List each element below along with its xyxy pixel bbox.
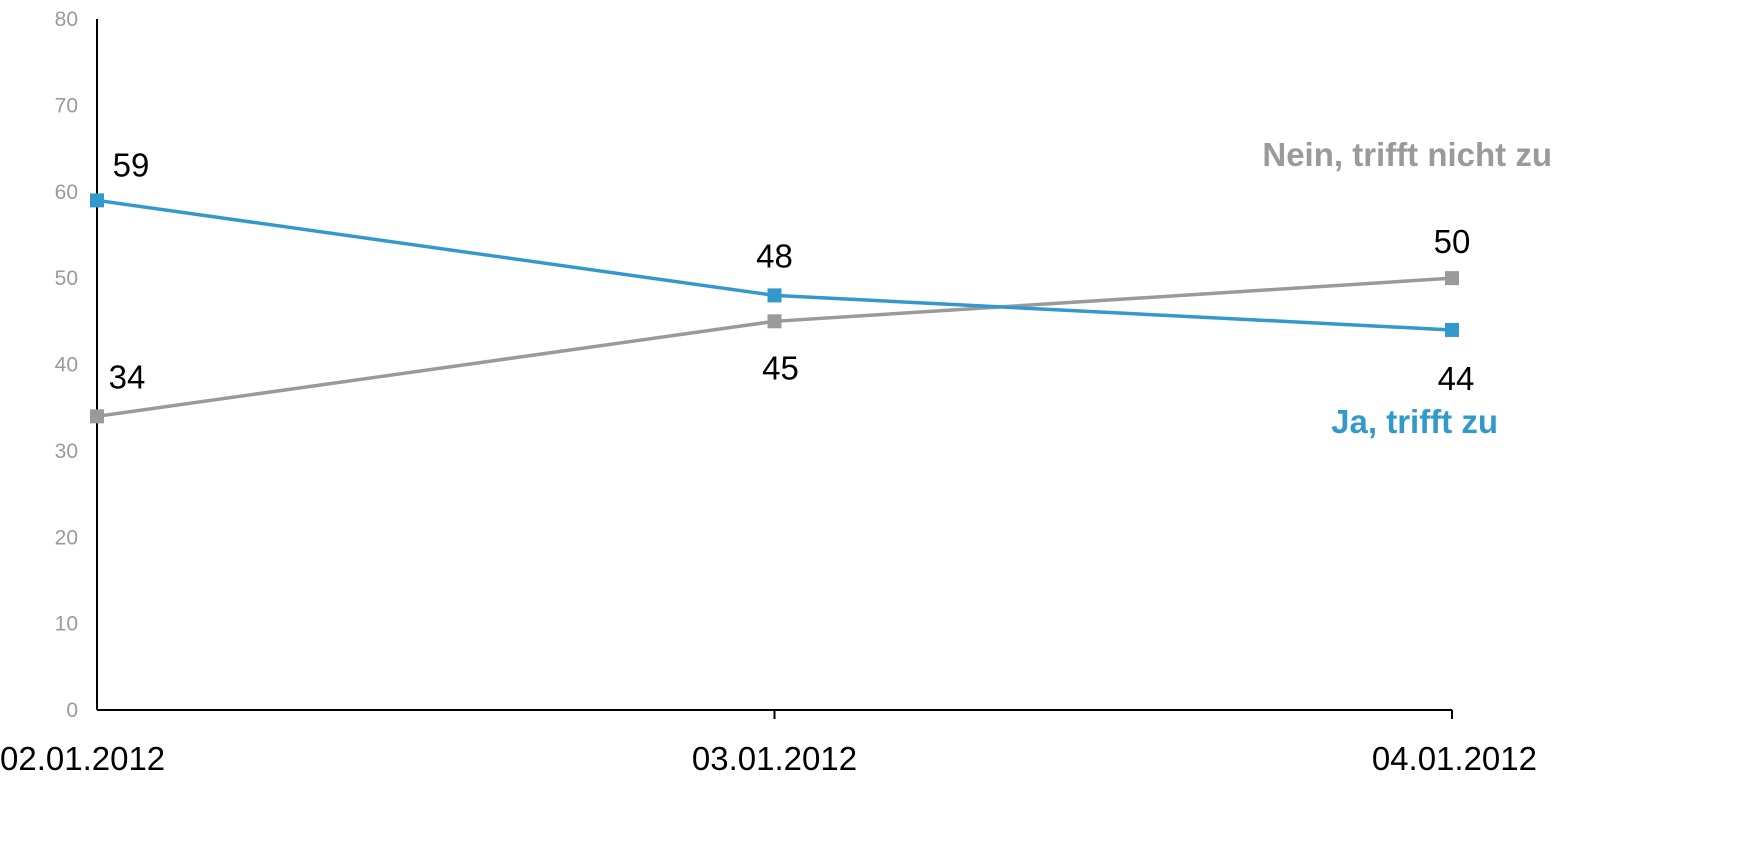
data-label: 44 [1438,360,1475,397]
x-tick-label: 02.01.2012 [0,740,165,777]
y-tick-label: 70 [55,94,78,117]
data-label: 45 [762,349,799,386]
series-name-label: Nein, trifft nicht zu [1262,136,1552,173]
data-label: 59 [113,146,150,183]
y-tick-label: 10 [55,613,78,636]
data-point-marker [90,409,104,424]
y-tick-label: 50 [55,267,78,290]
label-layer: 59 48 44 34 45 50 Ja, trifft zu Nein, trifft ni… [109,136,1552,440]
y-tick-label: 80 [55,8,78,31]
data-point-marker [767,288,782,303]
series-name-label: Ja, trifft zu [1331,403,1498,440]
y-axis-ticks: 0 10 20 30 40 50 60 70 80 [55,8,78,722]
data-point-marker [1445,271,1459,286]
data-label: 34 [109,358,146,395]
data-point-marker [90,193,104,208]
x-tick-label: 04.01.2012 [1372,740,1537,777]
y-tick-label: 0 [66,699,78,722]
x-axis-ticks: 02.01.2012 03.01.2012 04.01.2012 [0,710,1537,777]
x-tick-label: 03.01.2012 [692,740,857,777]
y-tick-label: 30 [55,440,78,463]
series-layer [90,193,1459,424]
y-tick-label: 20 [55,526,78,549]
data-point-marker [767,314,782,329]
data-point-marker [1445,322,1459,337]
y-tick-label: 60 [55,181,78,204]
data-label: 50 [1434,223,1471,260]
y-tick-label: 40 [55,354,78,377]
data-label: 48 [756,237,793,274]
